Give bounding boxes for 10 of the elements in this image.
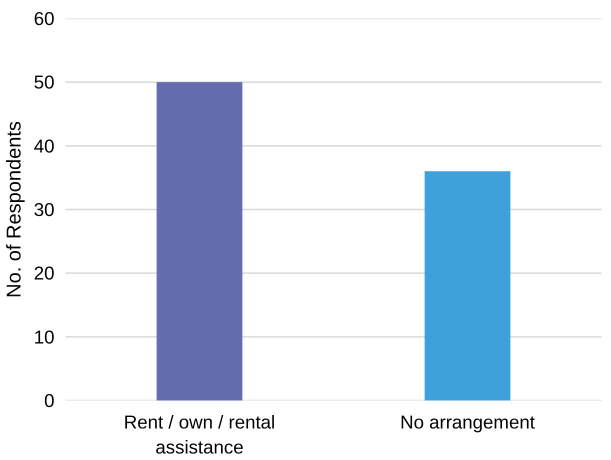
y-axis-title: No. of Respondents — [4, 121, 26, 298]
y-tick-label: 20 — [34, 262, 55, 284]
y-tick-label: 60 — [34, 8, 55, 29]
y-tick-label: 40 — [34, 135, 55, 156]
y-tick-label: 0 — [44, 390, 55, 411]
x-tick-label: No arrangement — [400, 412, 536, 432]
y-tick-label: 10 — [34, 326, 55, 348]
y-tick-label: 30 — [34, 199, 55, 220]
y-tick-label: 50 — [34, 72, 55, 93]
x-tick-label: Rent / own / rental assistance — [124, 412, 276, 458]
